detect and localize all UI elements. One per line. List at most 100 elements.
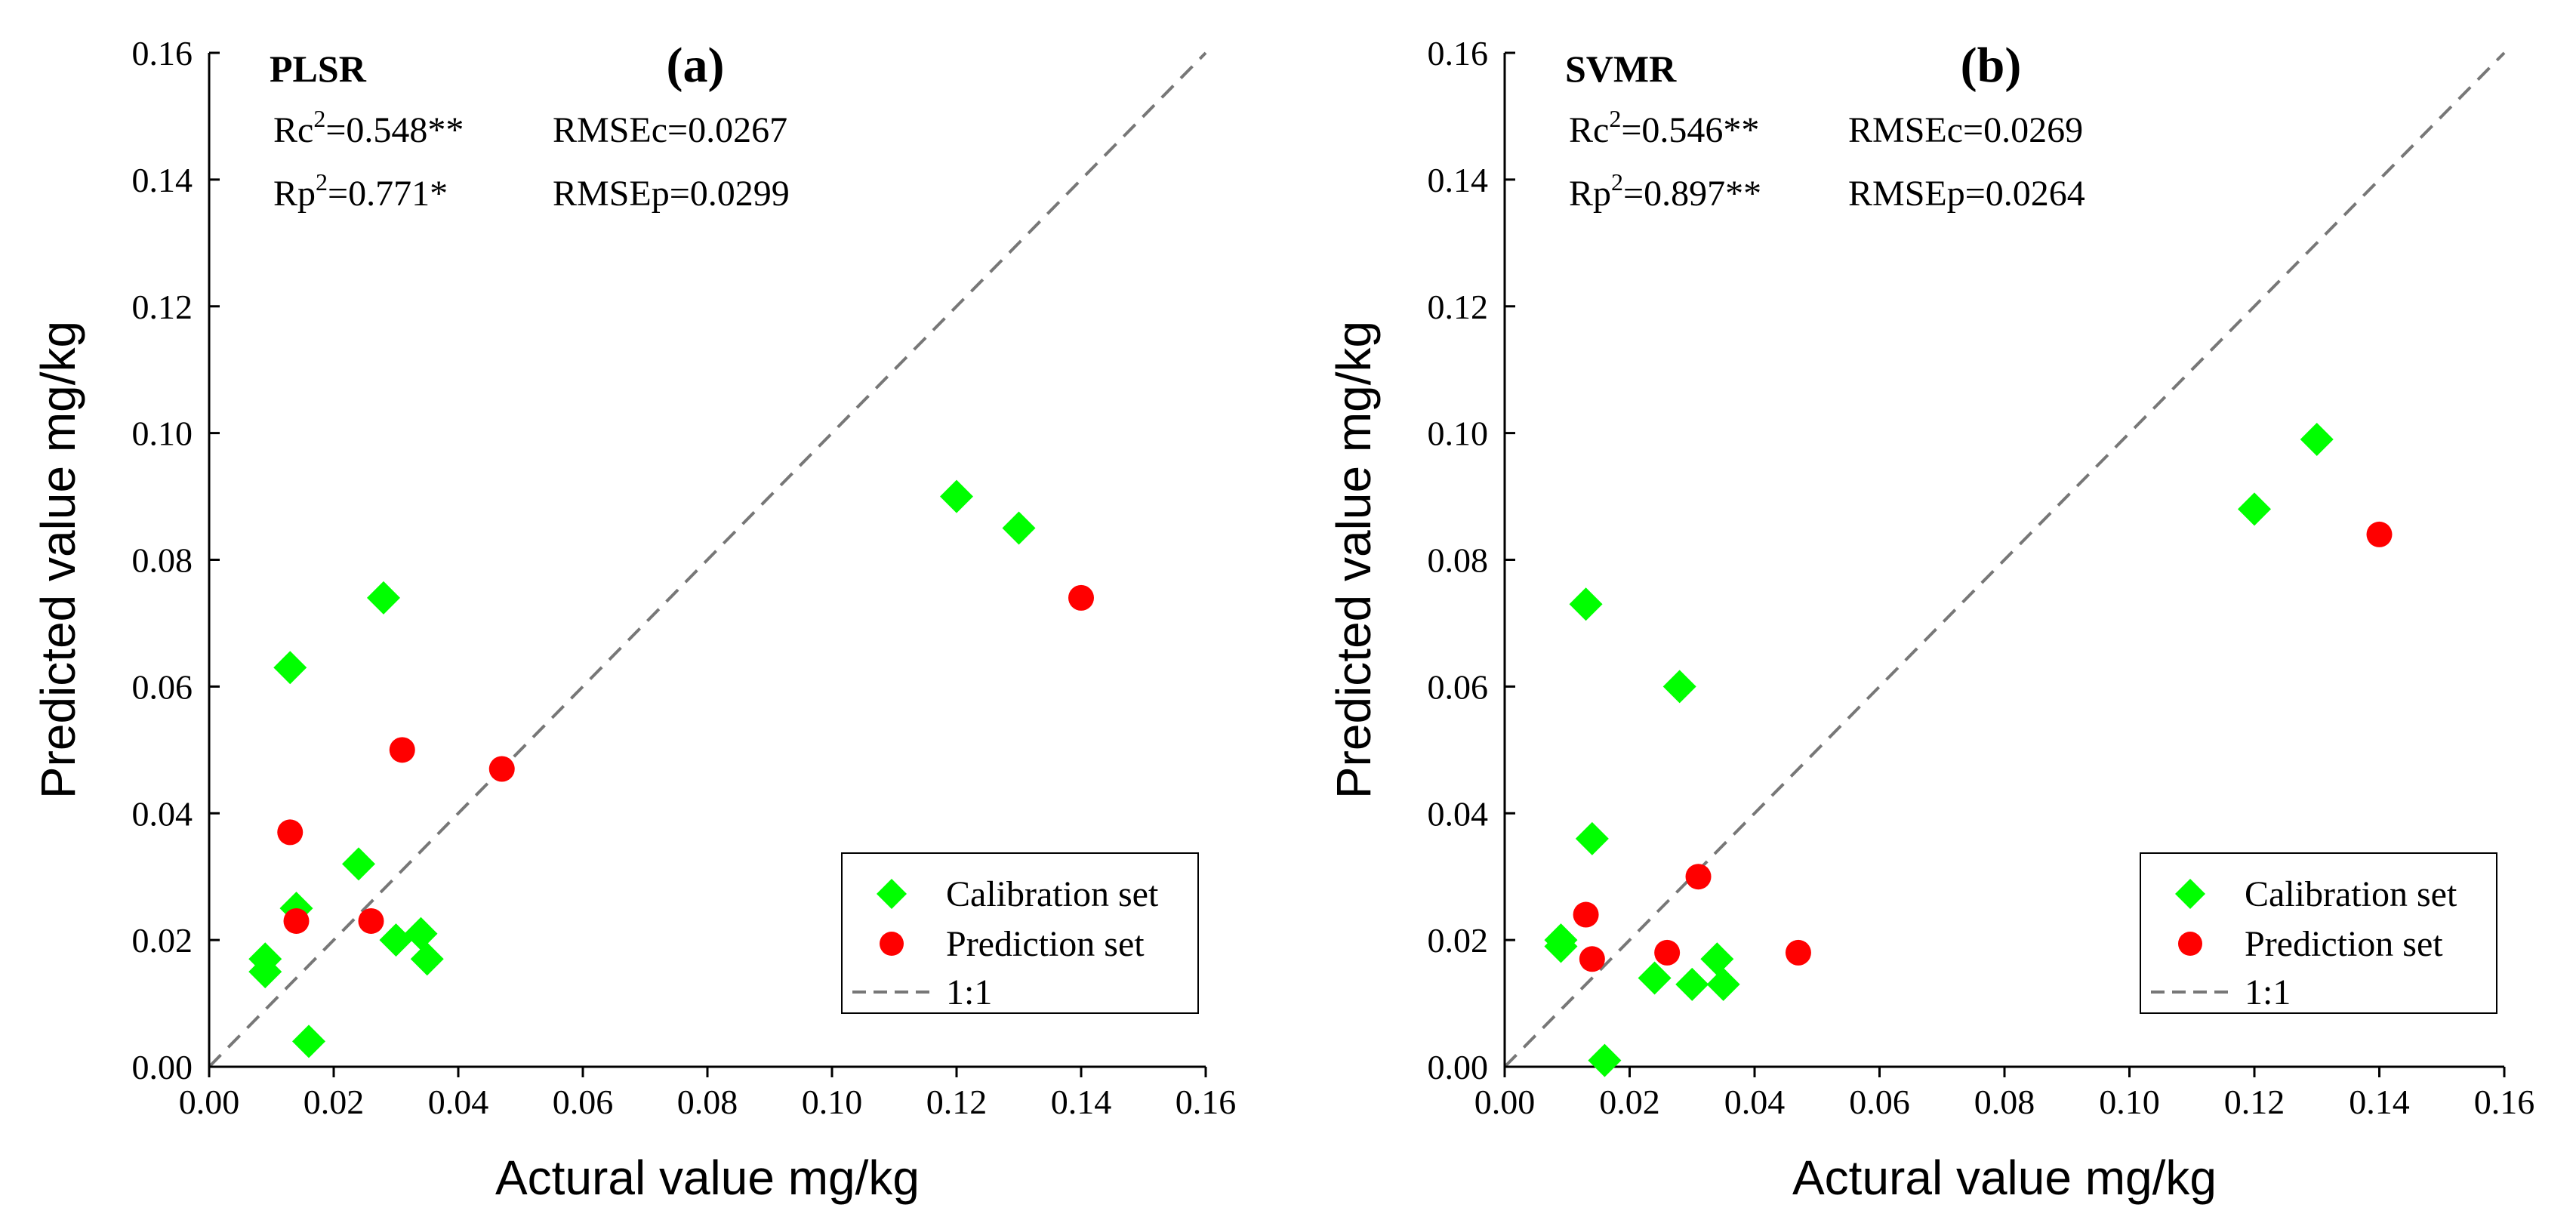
calibration-point	[1569, 587, 1603, 621]
x-tick-label: 0.00	[179, 1083, 240, 1121]
calibration-point	[292, 1024, 325, 1058]
prediction-point	[1685, 864, 1712, 890]
y-tick-label: 0.08	[132, 541, 193, 580]
calibration-point	[1544, 929, 1578, 963]
prediction-point	[1573, 901, 1599, 928]
y-tick-label: 0.14	[1428, 161, 1489, 199]
x-tick-label: 0.10	[802, 1083, 863, 1121]
panel-label: (a)	[667, 38, 725, 93]
legend: Calibration set Prediction set 1:1	[2140, 852, 2497, 1014]
x-tick-label: 0.06	[553, 1083, 614, 1121]
calibration-point	[342, 847, 375, 881]
x-tick-label: 0.00	[1474, 1083, 1536, 1121]
rp2-stat: Rp2=0.897**	[1569, 168, 1761, 214]
calibration-point	[404, 917, 438, 950]
prediction-point	[283, 907, 310, 934]
calibration-point	[367, 581, 400, 615]
calibration-point	[2238, 492, 2271, 526]
calibration-point	[273, 651, 307, 685]
y-tick-label: 0.08	[1428, 541, 1489, 580]
legend-prediction-marker	[880, 932, 904, 956]
x-axis-title: Actural value mg/kg	[495, 1151, 920, 1205]
y-axis-title: Predicted value mg/kg	[31, 321, 85, 799]
legend-box	[2140, 852, 2497, 1014]
legend-reference-label: 1:1	[2245, 972, 2291, 1012]
legend: Calibration set Prediction set 1:1	[841, 852, 1199, 1014]
y-tick-label: 0.04	[1428, 794, 1489, 833]
rc2-stat: Rc2=0.546**	[1569, 105, 1759, 150]
legend-box	[841, 852, 1199, 1014]
legend-prediction-marker	[2178, 932, 2202, 956]
rmsep-stat: RMSEp=0.0299	[553, 174, 790, 214]
x-tick-label: 0.16	[1176, 1083, 1237, 1121]
calibration-point	[1662, 670, 1696, 704]
x-tick-label: 0.12	[2224, 1083, 2285, 1121]
y-tick-label: 0.10	[1428, 414, 1489, 453]
panel-label: (b)	[1961, 38, 2022, 93]
y-tick-label: 0.12	[132, 288, 193, 326]
y-tick-label: 0.14	[132, 161, 193, 199]
prediction-point	[358, 907, 384, 934]
x-tick-label: 0.10	[2099, 1083, 2160, 1121]
prediction-point	[488, 756, 515, 782]
y-tick-label: 0.16	[1428, 34, 1489, 72]
prediction-point	[1785, 939, 1811, 966]
calibration-point	[1700, 942, 1734, 976]
calibration-point	[1588, 1043, 1622, 1077]
x-tick-label: 0.14	[2349, 1083, 2410, 1121]
y-axis-title: Predicted value mg/kg	[1327, 321, 1381, 799]
x-tick-label: 0.14	[1051, 1083, 1112, 1121]
model-name: SVMR	[1565, 48, 1677, 90]
prediction-point	[1654, 939, 1681, 966]
calibration-point	[2300, 423, 2334, 457]
reference-line-1-1	[1503, 51, 2506, 1068]
rmsec-stat: RMSEc=0.0267	[553, 110, 787, 150]
rc2-stat: Rc2=0.548**	[273, 105, 464, 150]
y-tick-label: 0.06	[132, 667, 193, 706]
y-tick-label: 0.02	[132, 921, 193, 960]
legend-prediction-label: Prediction set	[946, 924, 1145, 964]
x-tick-label: 0.06	[1849, 1083, 1910, 1121]
calibration-point	[940, 479, 973, 513]
x-tick-label: 0.04	[428, 1083, 489, 1121]
calibration-point	[410, 942, 444, 976]
legend-calibration-label: Calibration set	[2245, 874, 2457, 914]
rp2-stat: Rp2=0.771*	[273, 168, 448, 214]
calibration-point	[1002, 511, 1036, 545]
reference-line-1-1	[208, 51, 1207, 1068]
calibration-point	[1575, 821, 1609, 855]
y-tick-label: 0.12	[1428, 288, 1489, 326]
prediction-point	[2366, 521, 2393, 547]
calibration-point	[379, 923, 413, 957]
rmsec-stat: RMSEc=0.0269	[1848, 110, 2083, 150]
x-axis-title: Actural value mg/kg	[1792, 1151, 2217, 1205]
prediction-point	[1579, 946, 1605, 972]
legend-calibration-marker	[2175, 879, 2205, 909]
legend-calibration-marker	[877, 879, 907, 909]
y-tick-label: 0.00	[132, 1048, 193, 1086]
x-tick-label: 0.04	[1724, 1083, 1786, 1121]
legend-reference-label: 1:1	[946, 972, 992, 1012]
prediction-point	[389, 737, 415, 763]
model-name: PLSR	[270, 48, 367, 90]
calibration-point	[248, 955, 282, 989]
x-tick-label: 0.16	[2474, 1083, 2535, 1121]
x-tick-label: 0.08	[1974, 1083, 2035, 1121]
y-tick-label: 0.04	[132, 794, 193, 833]
y-tick-label: 0.00	[1428, 1048, 1489, 1086]
y-tick-label: 0.06	[1428, 667, 1489, 706]
x-tick-label: 0.12	[926, 1083, 988, 1121]
x-tick-label: 0.08	[677, 1083, 738, 1121]
x-tick-label: 0.02	[1599, 1083, 1660, 1121]
y-tick-label: 0.02	[1428, 921, 1489, 960]
rmsep-stat: RMSEp=0.0264	[1848, 174, 2085, 214]
calibration-point	[1706, 967, 1740, 1001]
calibration-point	[1638, 961, 1672, 995]
prediction-point	[1068, 584, 1094, 611]
legend-calibration-label: Calibration set	[946, 874, 1159, 914]
calibration-point	[1675, 967, 1709, 1001]
y-tick-label: 0.10	[132, 414, 193, 453]
chart-panel-b: 0.00 0.02 0.04 0.06 0.08 0.10 0.12 0.14 0.16 0.00…	[1327, 34, 2534, 1205]
chart-panel-a: 0.00 0.02 0.04 0.06 0.08 0.10 0.12 0.14 0.16 0.00…	[31, 34, 1236, 1205]
